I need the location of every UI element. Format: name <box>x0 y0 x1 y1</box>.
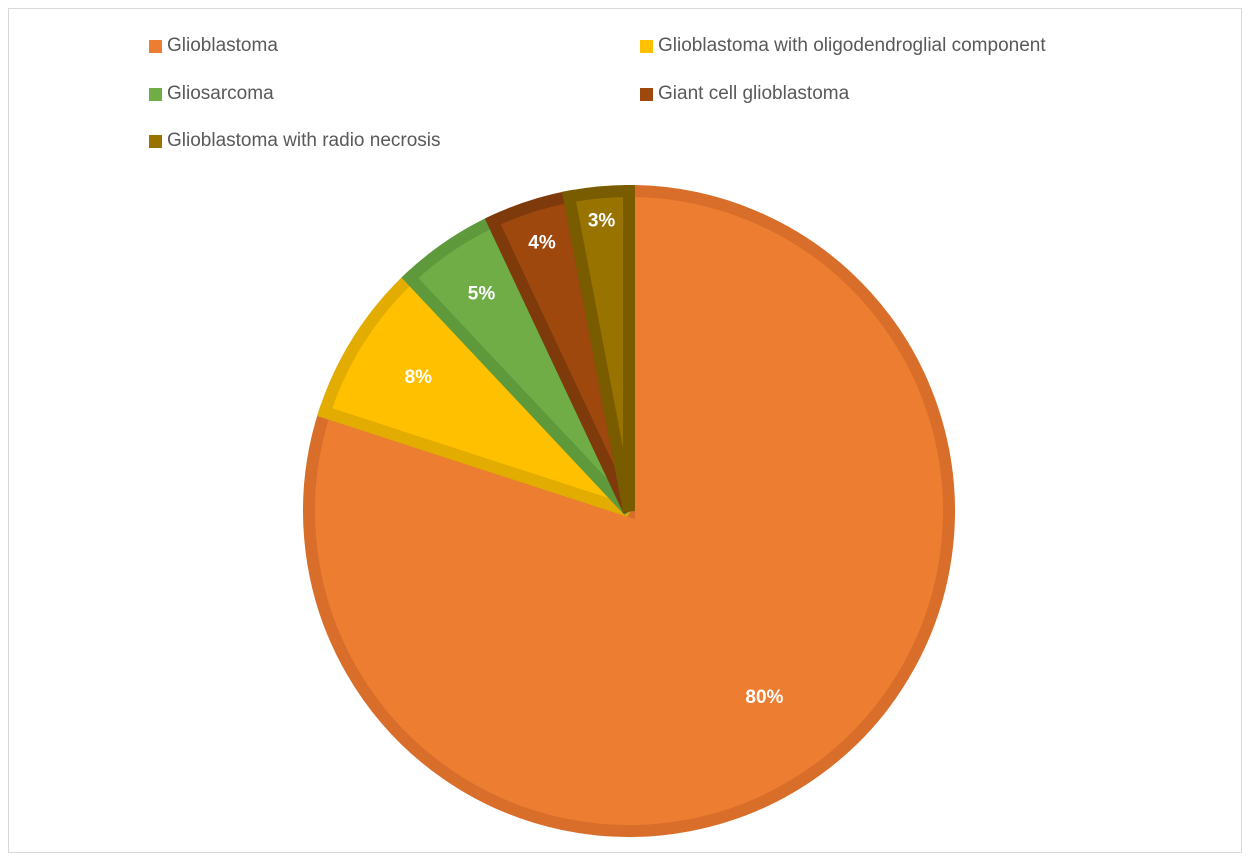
legend-swatch-oligodendroglial <box>640 39 653 53</box>
chart-area: Glioblastoma Glioblastoma with oligodend… <box>8 8 1242 853</box>
slice-radio-necrosis <box>562 184 635 513</box>
legend: Glioblastoma Glioblastoma with oligodend… <box>9 9 1241 159</box>
slice-glioblastoma <box>303 184 955 837</box>
legend-label-giant-cell: Giant cell glioblastoma <box>658 83 850 104</box>
legend-label-glioblastoma: Glioblastoma <box>167 35 278 56</box>
slice-oligodendroglial <box>317 269 634 517</box>
legend-swatch-glioblastoma <box>149 39 162 53</box>
data-label-radio-necrosis: 3% <box>588 211 616 232</box>
data-label-gliosarcoma: 5% <box>468 284 496 305</box>
legend-label-gliosarcoma: Gliosarcoma <box>167 83 274 104</box>
pie-chart: 80% 8% 5% 4% 3% <box>303 184 955 837</box>
legend-item-glioblastoma: Glioblastoma <box>149 35 278 57</box>
legend-label-radio-necrosis: Glioblastoma with radio necrosis <box>167 130 441 151</box>
data-label-giant-cell: 4% <box>528 233 556 254</box>
data-label-oligodendroglial: 8% <box>405 367 433 388</box>
legend-item-gliosarcoma: Gliosarcoma <box>149 83 274 105</box>
legend-item-giant-cell: Giant cell glioblastoma <box>640 83 849 105</box>
legend-swatch-giant-cell <box>640 87 653 101</box>
data-label-glioblastoma: 80% <box>745 687 783 708</box>
legend-item-radio-necrosis: Glioblastoma with radio necrosis <box>149 130 441 152</box>
legend-label-oligodendroglial: Glioblastoma with oligodendroglial compo… <box>658 35 1046 56</box>
legend-swatch-gliosarcoma <box>149 87 162 101</box>
legend-swatch-radio-necrosis <box>149 134 162 148</box>
legend-item-oligodendroglial: Glioblastoma with oligodendroglial compo… <box>640 35 1046 57</box>
